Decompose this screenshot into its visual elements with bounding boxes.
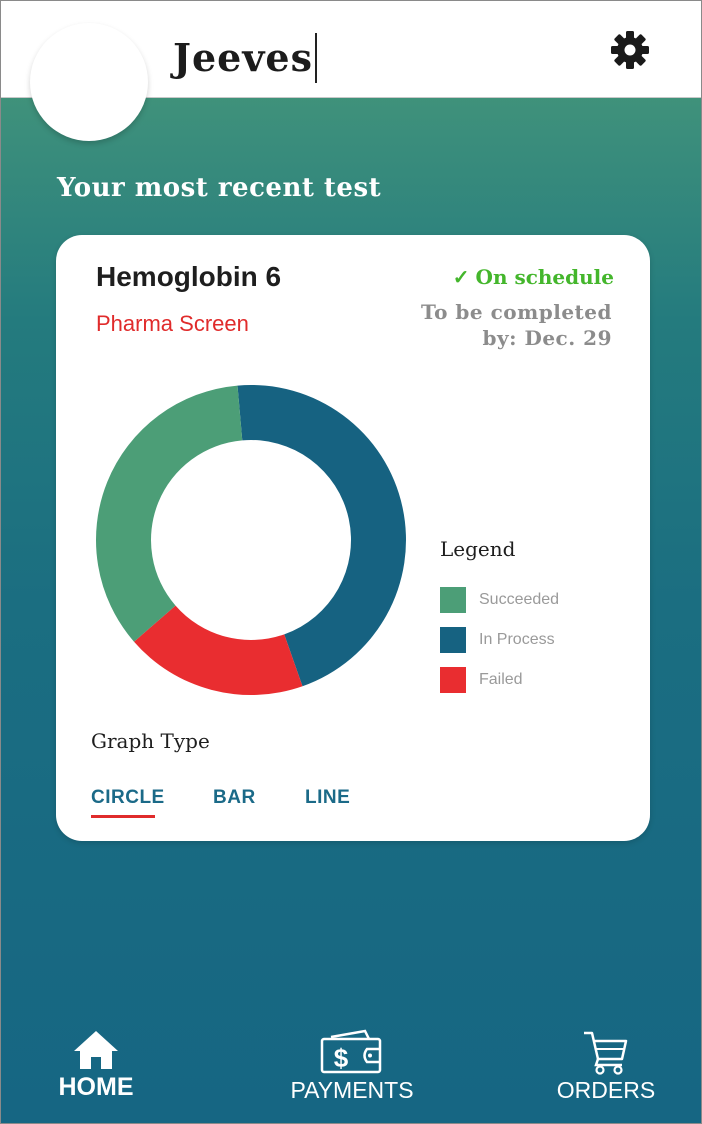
test-name: Hemoglobin 6 bbox=[96, 261, 282, 292]
cart-icon bbox=[584, 1031, 628, 1075]
nav-home[interactable]: HOME bbox=[41, 1029, 151, 1102]
selected-tab-indicator bbox=[91, 815, 155, 818]
nav-orders-label: ORDERS bbox=[556, 1077, 656, 1103]
legend-swatch bbox=[440, 667, 466, 693]
home-icon bbox=[74, 1031, 118, 1069]
tab-bar[interactable]: BAR bbox=[213, 787, 256, 808]
tab-circle[interactable]: CIRCLE bbox=[91, 787, 165, 808]
due-line-1: To be completed bbox=[421, 300, 612, 324]
svg-text:$: $ bbox=[334, 1043, 349, 1073]
section-title: Your most recent test bbox=[57, 173, 382, 203]
status-badge: ✓ On schedule bbox=[453, 265, 614, 289]
legend-swatch bbox=[440, 627, 466, 653]
nav-payments-label: PAYMENTS bbox=[290, 1077, 414, 1103]
gear-icon bbox=[611, 31, 649, 69]
test-subtitle: Pharma Screen bbox=[96, 311, 249, 336]
check-icon: ✓ bbox=[452, 265, 470, 289]
donut-slice-failed bbox=[134, 605, 303, 695]
due-date: To be completed by: Dec. 29 bbox=[372, 299, 612, 351]
wallet-icon: $ bbox=[320, 1029, 382, 1074]
nav-home-label: HOME bbox=[58, 1073, 134, 1101]
status-text: On schedule bbox=[475, 265, 614, 289]
donut-slice-succeeded bbox=[96, 385, 243, 642]
test-card: Hemoglobin 6 Pharma Screen ✓ On schedule … bbox=[56, 235, 650, 841]
app-title: Jeeves bbox=[173, 33, 317, 83]
settings-button[interactable] bbox=[609, 29, 651, 71]
due-line-2: by: Dec. 29 bbox=[482, 326, 612, 350]
legend-label: Failed bbox=[479, 671, 523, 688]
legend-swatch bbox=[440, 587, 466, 613]
donut-chart bbox=[96, 385, 406, 695]
donut-slice-in-process bbox=[237, 385, 406, 687]
legend-label: In Process bbox=[479, 631, 555, 648]
avatar[interactable] bbox=[30, 23, 148, 141]
tab-line[interactable]: LINE bbox=[305, 787, 351, 808]
nav-orders[interactable]: ORDERS bbox=[546, 1029, 666, 1104]
graph-type-label: Graph Type bbox=[91, 729, 210, 753]
nav-payments[interactable]: $ PAYMENTS bbox=[282, 1029, 422, 1104]
legend-label: Succeeded bbox=[479, 591, 560, 608]
legend-title: Legend bbox=[440, 537, 516, 561]
